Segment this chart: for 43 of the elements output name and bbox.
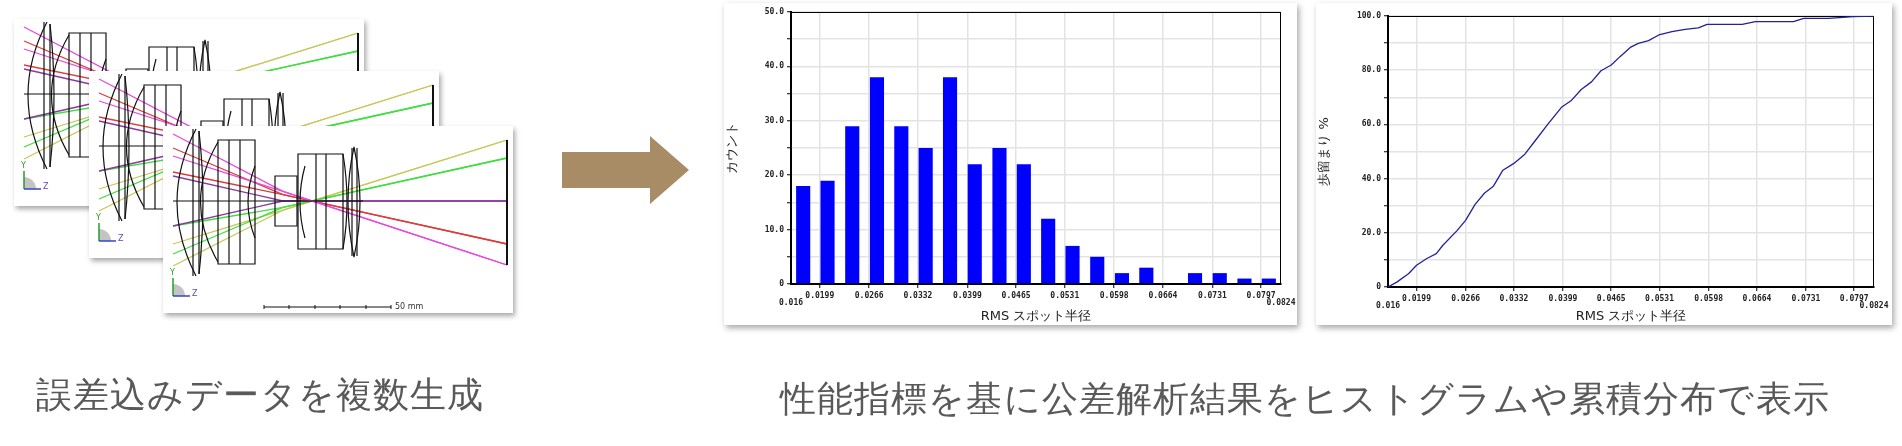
y-tick-label: 0 (1376, 282, 1382, 292)
x-tick-label: 0.0797 (1246, 290, 1276, 300)
lens-ray-diagram: Y Z Y Z Y Z 50 mm (14, 19, 516, 316)
y-tick-label: 30.0 (764, 115, 785, 125)
y-tick-label: 20.0 (1361, 227, 1382, 237)
x-tick-label: 0.0664 (1148, 290, 1178, 300)
y-tick-label: 40.0 (764, 61, 785, 71)
x-tick-label: 0.0531 (1645, 293, 1675, 303)
y-tick-label: 80.0 (1361, 65, 1382, 75)
x-tick-label: 0.0598 (1694, 293, 1724, 303)
y-tick-label: 40.0 (1361, 173, 1382, 183)
x-tick-label: 0.0199 (805, 290, 835, 300)
y-tick-label: 60.0 (1361, 119, 1382, 129)
x-tick-label: 0.0465 (1001, 290, 1031, 300)
y-tick-label: 100.0 (1356, 11, 1382, 21)
x-tick-label: 0.0598 (1099, 290, 1129, 300)
y-tick-label: 0 (779, 279, 785, 289)
text: 0.016 (778, 298, 804, 308)
text: 誤差込みデータを複数生成 (36, 374, 484, 415)
x-axis-title: RMS スポット半径 (1575, 307, 1687, 323)
x-tick-label: 0.0731 (1791, 293, 1821, 303)
y-tick-label: 50.0 (764, 7, 785, 17)
text: 性能指標を基に公差解析結果をヒストグラムや累積分布で表示 (780, 378, 1830, 419)
x-tick-label: 0.0731 (1197, 290, 1227, 300)
text: 0.0824 (1266, 298, 1296, 308)
x-tick-label: 0.0399 (952, 290, 982, 300)
x-tick-label: 0.0399 (1548, 293, 1578, 303)
x-axis-title: RMS スポット半径 (980, 307, 1092, 323)
x-tick-label: 0.0266 (854, 290, 884, 300)
y-axis-title: 歩留まり % (1316, 117, 1332, 186)
x-tick-label: 0.0465 (1596, 293, 1626, 303)
x-tick-label: 0.0332 (903, 290, 933, 300)
x-tick-label: 0.0332 (1499, 293, 1529, 303)
x-tick-label: 0.0797 (1839, 293, 1869, 303)
y-tick-label: 20.0 (764, 170, 785, 180)
y-tick-label: 10.0 (764, 224, 785, 234)
text: 0.016 (1375, 301, 1401, 311)
x-tick-label: 0.0664 (1742, 293, 1772, 303)
x-tick-label: 0.0199 (1402, 293, 1432, 303)
y-axis-title: カウント (724, 122, 740, 174)
x-tick-label: 0.0531 (1050, 290, 1080, 300)
x-tick-label: 0.0266 (1451, 293, 1481, 303)
text: 0.0824 (1859, 301, 1889, 311)
